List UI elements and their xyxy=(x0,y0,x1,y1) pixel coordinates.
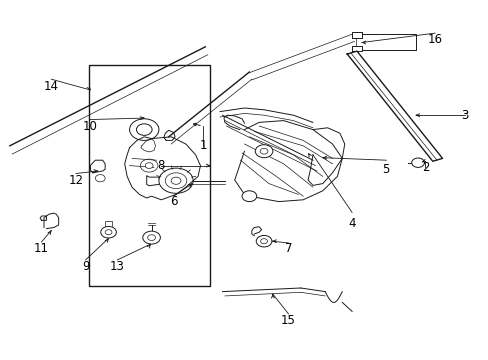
Text: 12: 12 xyxy=(68,174,83,186)
Text: 8: 8 xyxy=(157,159,165,172)
Circle shape xyxy=(147,235,155,240)
Circle shape xyxy=(95,175,105,182)
Text: 10: 10 xyxy=(83,120,98,132)
Circle shape xyxy=(411,158,424,167)
Text: 13: 13 xyxy=(110,260,124,273)
Circle shape xyxy=(129,119,159,140)
Circle shape xyxy=(159,168,193,193)
Text: 9: 9 xyxy=(81,260,89,273)
Circle shape xyxy=(255,145,272,158)
Circle shape xyxy=(242,191,256,202)
Text: 7: 7 xyxy=(284,242,292,255)
Circle shape xyxy=(260,239,267,244)
Circle shape xyxy=(105,230,112,235)
Circle shape xyxy=(145,163,153,168)
Circle shape xyxy=(260,148,267,154)
Circle shape xyxy=(165,173,186,189)
Bar xyxy=(89,65,210,286)
Text: 15: 15 xyxy=(281,314,295,327)
Text: 16: 16 xyxy=(427,33,442,46)
Text: 1: 1 xyxy=(199,139,206,152)
Circle shape xyxy=(256,235,271,247)
Text: 5: 5 xyxy=(382,163,389,176)
Circle shape xyxy=(101,226,116,238)
Circle shape xyxy=(142,231,160,244)
Text: 6: 6 xyxy=(169,195,177,208)
Text: 4: 4 xyxy=(347,217,355,230)
Text: 2: 2 xyxy=(421,161,428,174)
Text: 14: 14 xyxy=(44,80,59,93)
Circle shape xyxy=(140,159,158,172)
Polygon shape xyxy=(346,51,442,161)
Text: 11: 11 xyxy=(34,242,49,255)
Circle shape xyxy=(136,124,152,135)
Circle shape xyxy=(171,177,181,184)
Text: 3: 3 xyxy=(460,109,468,122)
